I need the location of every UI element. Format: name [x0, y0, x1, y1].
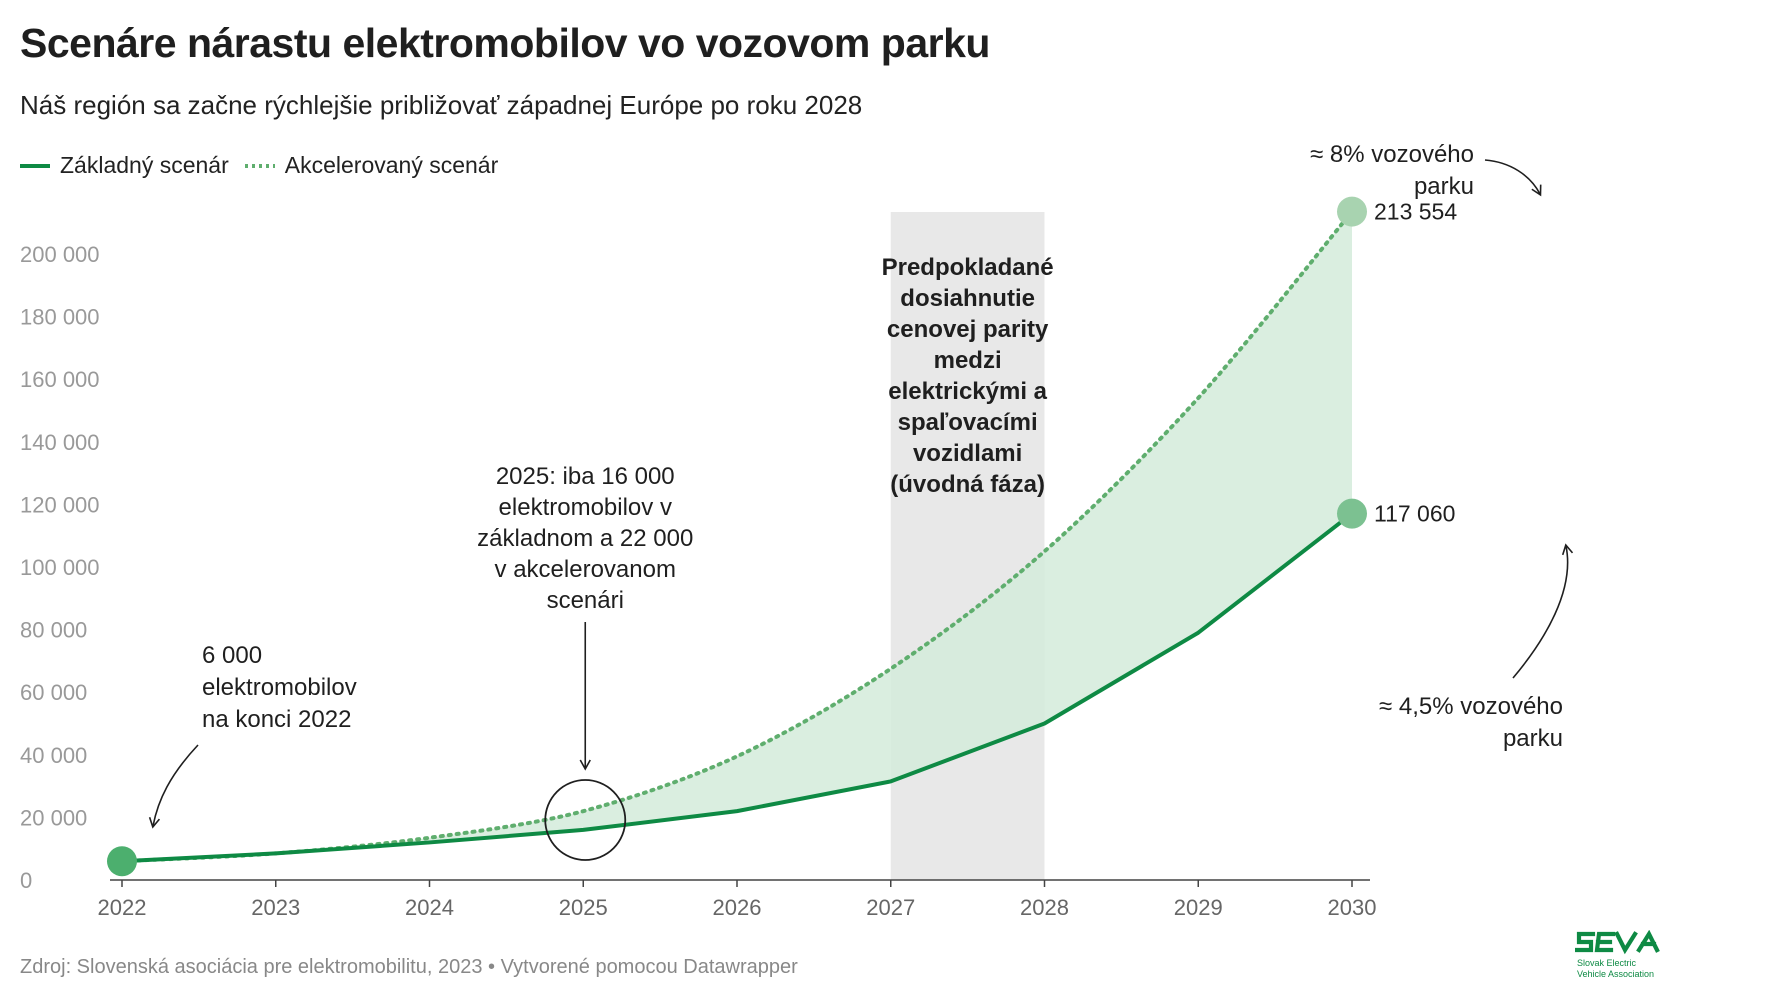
annotation-start-line-0: 6 000 [202, 642, 262, 669]
seva-logo: Slovak Electric Vehicle Association [1575, 930, 1660, 979]
legend-item-accel: Akcelerovaný scenár [244, 152, 499, 179]
y-tick-label: 120 000 [20, 492, 100, 517]
x-tick-label: 2030 [1328, 895, 1377, 920]
x-tick-label: 2022 [98, 895, 147, 920]
highlight-band-label-line-0: Predpokladané [882, 254, 1054, 281]
start-point-dot [107, 846, 137, 877]
x-tick-label: 2027 [866, 895, 915, 920]
series-line-base [121, 512, 1354, 864]
annotation-bottom-line-0: ≈ 4,5% vozového [1379, 693, 1563, 720]
footer-source: Zdroj: Slovenská asociácia pre elektromo… [20, 956, 798, 978]
highlight-band-label-line-6: vozidlami [913, 440, 1022, 467]
y-tick-label: 40 000 [20, 743, 87, 768]
x-tick-label: 2026 [713, 895, 762, 920]
y-tick-label: 100 000 [20, 555, 100, 580]
annotation-bottom-line-1: parku [1503, 725, 1563, 752]
annotation-mid-line-1: elektromobilov v [499, 494, 672, 521]
y-tick-label: 140 000 [20, 430, 100, 455]
annotation-start-line-2: na konci 2022 [202, 706, 351, 733]
end-point-dot-accelerated [1337, 196, 1367, 227]
highlight-band-label-line-2: cenovej parity [887, 316, 1049, 343]
legend-swatch-dotted [244, 163, 275, 168]
highlight-band-label-line-3: medzi [934, 347, 1002, 374]
annotation-start-arrow [148, 744, 199, 829]
x-tick-label: 2025 [559, 895, 608, 920]
x-tick-label: 2028 [1020, 895, 1069, 920]
annotation-mid-line-0: 2025: iba 16 000 [496, 463, 675, 490]
legend-item-base: Základný scenár [20, 152, 229, 179]
y-tick-label: 180 000 [20, 305, 100, 330]
annotation-mid-line-2: základnom a 22 000 [477, 525, 693, 552]
annotation-top-line-1: parku [1414, 173, 1474, 200]
annotation-start-line-1: elektromobilov [202, 674, 357, 701]
annotation-mid-line-3: v akcelerovanom [495, 556, 676, 583]
annotation-top-line-0: ≈ 8% vozového [1310, 141, 1474, 168]
annotation-bottom-arrow [1512, 543, 1574, 679]
highlight-band-label-line-7: (úvodná fáza) [890, 471, 1045, 498]
y-tick-label: 0 [20, 868, 32, 893]
y-tick-label: 160 000 [20, 367, 100, 392]
x-tick-label: 2024 [405, 895, 454, 920]
end-point-dot-base [1337, 498, 1367, 529]
range-fill-area [122, 211, 1352, 862]
highlight-band-label-line-5: spaľovacími [898, 409, 1038, 436]
highlight-band [890, 212, 1045, 880]
x-tick-label: 2029 [1174, 895, 1223, 920]
legend-label-accel: Akcelerovaný scenár [284, 152, 499, 178]
annotation-mid-line-4: scenári [547, 587, 624, 614]
legend: Základný scenár Akcelerovaný scenár [20, 152, 514, 179]
highlight-band-label-line-1: dosiahnutie [900, 285, 1035, 312]
legend-swatch-solid [20, 163, 50, 168]
end-label-base: 117 060 [1374, 501, 1455, 527]
y-tick-label: 20 000 [20, 805, 87, 830]
page-subtitle: Náš región sa začne rýchlejšie približov… [20, 90, 863, 120]
legend-label-base: Základný scenár [60, 152, 229, 178]
y-tick-label: 60 000 [20, 680, 87, 705]
end-label-accelerated: 213 554 [1374, 199, 1457, 225]
page-title: Scenáre nárastu elektromobilov vo vozovo… [20, 20, 990, 66]
annotation-mid-circle [544, 779, 627, 861]
annotation-top-arrow [1484, 159, 1542, 197]
logo-line2: Vehicle Association [1577, 969, 1654, 979]
logo-line1: Slovak Electric [1577, 958, 1637, 968]
y-tick-label: 80 000 [20, 618, 87, 643]
y-tick-label: 200 000 [20, 242, 100, 267]
highlight-band-label-line-4: elektrickými a [888, 378, 1047, 405]
x-tick-label: 2023 [251, 895, 300, 920]
